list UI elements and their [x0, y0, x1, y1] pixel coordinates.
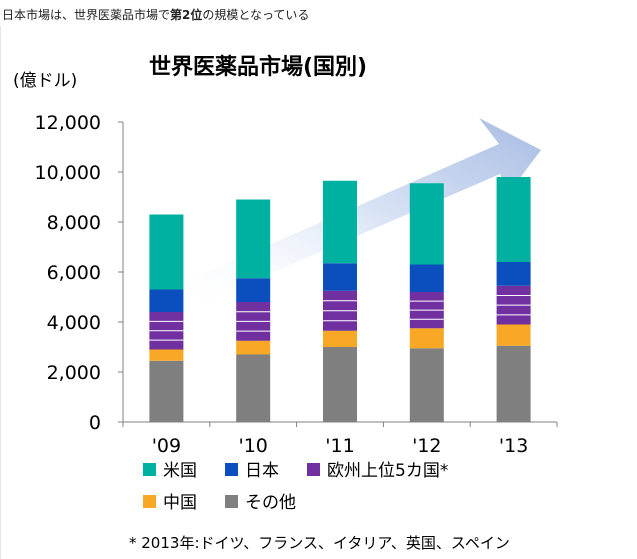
bar-usa-5	[496, 177, 531, 262]
axes-group: '09 '10 '11 '12 '13 0 2,000 4,000 6,000 8,000 10,0…	[35, 112, 558, 457]
caption-bold: 第2位	[170, 8, 203, 22]
y-tick-label-4: 8,000	[47, 212, 101, 234]
bar-china-5	[496, 324, 531, 346]
bar-japan-5	[496, 262, 531, 286]
y-tick-label-5: 10,000	[35, 162, 101, 184]
bar-usa-4	[409, 183, 444, 265]
legend-label-japan: 日本	[245, 461, 279, 481]
bar-usa-1	[149, 214, 184, 290]
x-tick-label-4: '12	[412, 435, 441, 457]
bar-japan-3	[323, 263, 357, 291]
bar-other-2	[236, 354, 271, 422]
legend-swatch-usa	[143, 463, 156, 476]
y-tick-label-1: 2,000	[47, 362, 101, 384]
legend-swatch-japan	[225, 463, 238, 476]
chart-title: 世界医薬品市場(国別)	[149, 54, 367, 80]
caption-text: 日本市場は、世界医薬品市場で	[2, 8, 171, 22]
bar-china-3	[323, 330, 357, 347]
y-tick-label-0: 0	[89, 412, 101, 434]
bar-usa-3	[323, 180, 357, 264]
bar-japan-1	[149, 289, 184, 312]
x-tick-label-3: '11	[325, 435, 354, 457]
bar-other-4	[409, 348, 444, 422]
page-caption: 日本市場は、世界医薬品市場で第2位の規模となっている	[2, 6, 309, 23]
bar-other-1	[149, 360, 184, 422]
bars-group	[149, 177, 531, 422]
bar-other-5	[496, 345, 531, 422]
legend-swatch-other	[225, 495, 238, 508]
legend-label-china: 中国	[163, 493, 197, 513]
stacked-bar-chart: 世界医薬品市場(国別) (億ドル) '09 '10 '11 '12 '13 0 2,000 4…	[13, 54, 558, 552]
bar-japan-2	[236, 278, 271, 302]
chart-frame: 世界医薬品市場(国別) (億ドル) '09 '10 '11 '12 '13 0 2,000 4…	[0, 26, 637, 559]
y-tick-label-2: 4,000	[47, 312, 101, 334]
y-axis-label: (億ドル)	[13, 71, 77, 91]
bar-china-1	[149, 349, 184, 361]
legend-swatch-eu5	[307, 463, 320, 476]
bar-other-3	[323, 347, 357, 422]
y-tick-label-6: 12,000	[35, 112, 101, 134]
bar-japan-4	[409, 264, 444, 292]
x-tick-label-1: '09	[152, 435, 181, 457]
x-tick-label-2: '10	[238, 435, 267, 457]
legend-label-other: その他	[245, 493, 296, 513]
y-tick-label-3: 6,000	[47, 262, 101, 284]
caption-text-end: の規模となっている	[202, 8, 310, 22]
legend: 米国 日本 欧州上位5カ国* 中国 その他	[143, 461, 448, 513]
bar-china-2	[236, 340, 271, 355]
legend-label-eu5: 欧州上位5カ国*	[327, 461, 448, 481]
x-tick-label-5: '13	[499, 435, 528, 457]
legend-swatch-china	[143, 495, 156, 508]
legend-label-usa: 米国	[163, 461, 197, 481]
footnote: * 2013年:ドイツ、フランス、イタリア、英国、スペイン	[129, 534, 510, 552]
bar-usa-2	[236, 199, 271, 279]
bar-china-4	[409, 328, 444, 349]
